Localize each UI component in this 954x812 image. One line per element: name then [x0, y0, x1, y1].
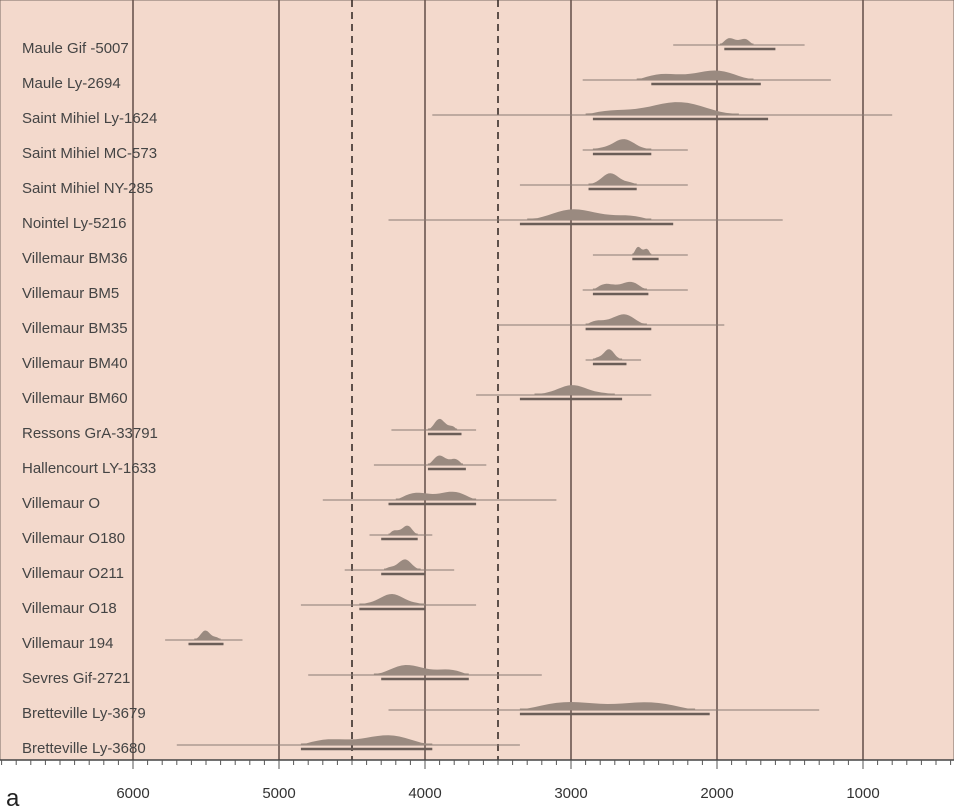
sample-label: Villemaur BM36: [22, 250, 128, 267]
probability-distribution: [395, 491, 477, 500]
sample-row: [373, 455, 487, 471]
plot-background: [0, 0, 954, 761]
x-tick-label: 6000: [116, 785, 149, 802]
x-tick-label: 5000: [262, 785, 295, 802]
sample-row: [476, 385, 652, 401]
probability-distribution: [519, 702, 696, 710]
probability-distribution: [194, 630, 221, 640]
probability-distribution: [427, 418, 458, 430]
sample-label: Nointel Ly-5216: [22, 215, 127, 232]
probability-distribution: [427, 455, 463, 465]
sample-label: Sevres Gif-2721: [22, 670, 130, 687]
sample-layer: [165, 38, 893, 751]
sample-row: [388, 702, 820, 716]
probability-distribution: [534, 385, 615, 395]
sample-label: Bretteville Ly-3680: [22, 740, 146, 757]
sample-row: [344, 559, 455, 576]
x-tick-label: 4000: [408, 785, 441, 802]
sample-label: Villemaur O211: [22, 565, 124, 582]
panel-label: a: [6, 785, 20, 812]
probability-distribution: [592, 139, 652, 150]
probability-distribution: [373, 665, 469, 675]
probability-distribution: [585, 314, 647, 325]
probability-distribution: [636, 70, 754, 80]
sample-row: [582, 139, 688, 156]
probability-distribution: [388, 525, 418, 535]
sample-row: [592, 246, 688, 261]
sample-row: [585, 349, 642, 366]
sample-row: [369, 525, 433, 541]
sample-label: Villemaur O180: [22, 530, 125, 547]
sample-label: Ressons GrA-33791: [22, 425, 158, 442]
x-tick-label: 2000: [700, 785, 733, 802]
sample-label: Villemaur BM5: [22, 285, 119, 302]
sample-row: [432, 102, 893, 121]
sample-label: Villemaur O18: [22, 600, 117, 617]
sample-label: Hallencourt LY-1633: [22, 460, 156, 477]
sample-label: Villemaur BM60: [22, 390, 128, 407]
sample-label: Bretteville Ly-3679: [22, 705, 146, 722]
x-tick-label: 3000: [554, 785, 587, 802]
probability-distribution: [585, 102, 739, 115]
probability-distribution: [588, 173, 637, 185]
probability-distribution: [592, 281, 647, 290]
sample-row: [519, 173, 688, 191]
x-axis: 6000 5000 4000 3000 2000 1000: [0, 759, 954, 802]
sample-row: [322, 491, 557, 506]
sample-row: [300, 594, 477, 611]
grid-layer: [132, 0, 864, 760]
label-layer: Maule Gif -5007 Maule Ly-2694 Saint Mihiel…: [22, 40, 158, 757]
sample-label: Maule Gif -5007: [22, 40, 129, 57]
probability-distribution: [384, 559, 421, 570]
sample-label: Saint Mihiel NY-285: [22, 180, 153, 197]
x-tick-label: 1000: [846, 785, 879, 802]
probability-distribution: [300, 735, 433, 745]
sample-label: Saint Mihiel MC-573: [22, 145, 157, 162]
sample-label: Villemaur BM35: [22, 320, 128, 337]
sample-label: Villemaur 194: [22, 635, 113, 652]
sample-row: [308, 665, 542, 681]
sample-row: [391, 418, 477, 436]
probability-distribution: [527, 209, 652, 220]
sample-label: Villemaur O: [22, 495, 100, 512]
sample-row: [388, 209, 783, 226]
sample-label: Villemaur BM40: [22, 355, 128, 372]
probability-distribution: [719, 38, 754, 45]
sample-label: Maule Ly-2694: [22, 75, 121, 92]
sample-row: [582, 70, 831, 86]
sample-row: [582, 281, 688, 296]
sample-label: Saint Mihiel Ly-1624: [22, 110, 157, 127]
sample-row: [673, 38, 805, 51]
sample-row: [498, 314, 725, 331]
sample-row: [165, 630, 243, 646]
probability-distribution: [359, 594, 425, 605]
sample-row: [176, 735, 520, 751]
probability-distribution: [592, 349, 623, 360]
probability-distribution: [632, 246, 652, 255]
